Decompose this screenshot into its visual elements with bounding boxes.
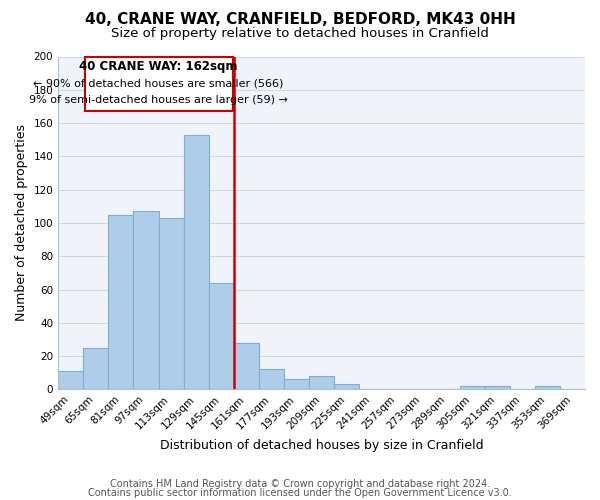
Bar [309,376,334,390]
Bar [109,214,133,390]
FancyBboxPatch shape [85,56,233,112]
Bar [58,371,83,390]
Bar [535,386,560,390]
Bar [234,343,259,390]
Bar [83,348,109,390]
Bar [158,218,184,390]
Text: Size of property relative to detached houses in Cranfield: Size of property relative to detached ho… [111,28,489,40]
Text: 40 CRANE WAY: 162sqm: 40 CRANE WAY: 162sqm [79,60,238,73]
Bar [184,134,209,390]
Text: ← 90% of detached houses are smaller (566): ← 90% of detached houses are smaller (56… [34,78,284,88]
Bar [460,386,485,390]
Text: 9% of semi-detached houses are larger (59) →: 9% of semi-detached houses are larger (5… [29,95,288,105]
Bar [284,380,309,390]
Bar [259,370,284,390]
Bar [133,212,158,390]
Text: Contains HM Land Registry data © Crown copyright and database right 2024.: Contains HM Land Registry data © Crown c… [110,479,490,489]
Bar [334,384,359,390]
X-axis label: Distribution of detached houses by size in Cranfield: Distribution of detached houses by size … [160,440,484,452]
Bar [209,283,234,390]
Y-axis label: Number of detached properties: Number of detached properties [15,124,28,322]
Text: 40, CRANE WAY, CRANFIELD, BEDFORD, MK43 0HH: 40, CRANE WAY, CRANFIELD, BEDFORD, MK43 … [85,12,515,28]
Bar [485,386,510,390]
Text: Contains public sector information licensed under the Open Government Licence v3: Contains public sector information licen… [88,488,512,498]
